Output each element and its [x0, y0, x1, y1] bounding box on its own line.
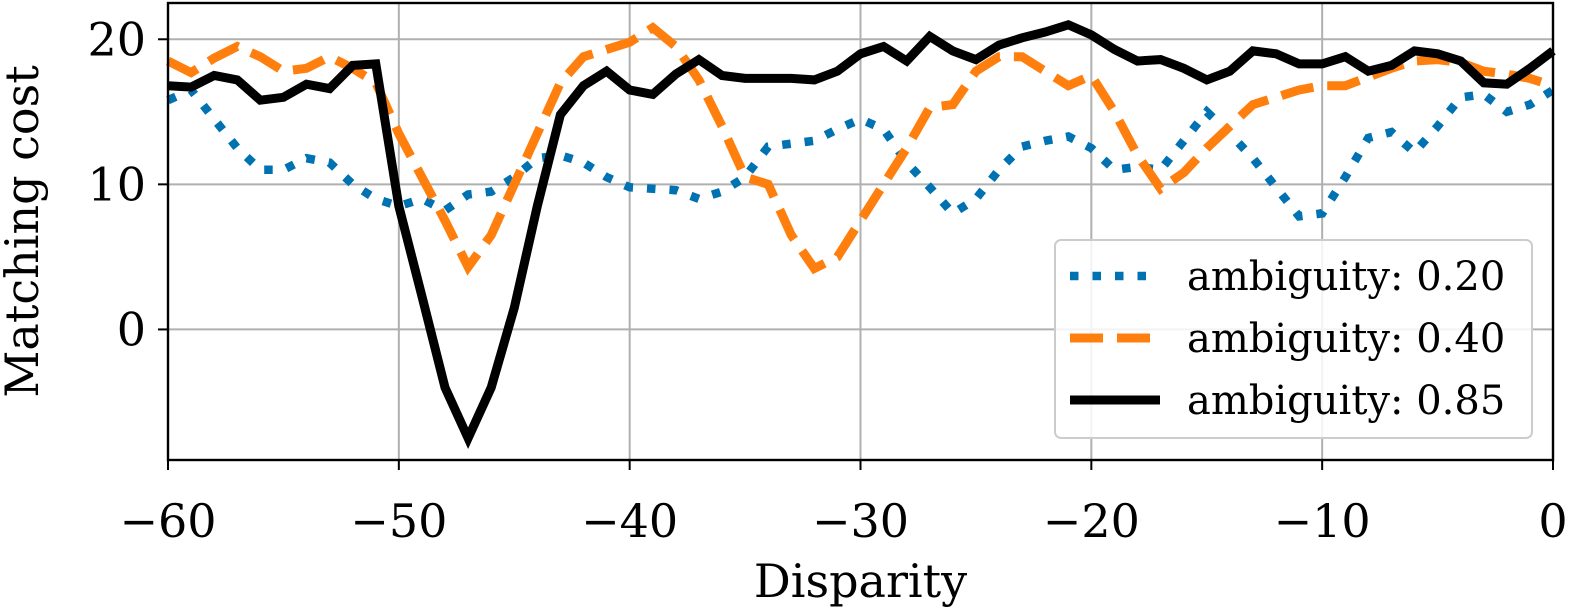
x-tick-label: −50: [350, 494, 447, 548]
x-tick-label: 0: [1538, 494, 1567, 548]
axis-ticks: −60 −50 −40 −30 −20 −10 0 0 10 20: [87, 12, 1567, 548]
legend-items: ambiguity: 0.20 ambiguity: 0.40 ambiguity:…: [1070, 254, 1505, 424]
x-tick-label: −40: [581, 494, 678, 548]
series-line-2: [165, 22, 1555, 276]
y-axis-label: Matching cost: [0, 65, 49, 398]
series-line-1: [166, 84, 1556, 221]
y-tick-label: 0: [117, 302, 146, 356]
series-line-3: [167, 20, 1556, 450]
y-tick-label: 10: [87, 157, 146, 211]
legend: ambiguity: 0.20 ambiguity: 0.40 ambiguity:…: [1054, 239, 1533, 439]
legend-label-2: ambiguity: 0.40: [1187, 316, 1505, 362]
x-tick-label: −30: [812, 494, 909, 548]
x-tick-label: −20: [1043, 494, 1140, 548]
x-tick-label: −60: [119, 494, 216, 548]
y-tick-label: 20: [87, 12, 146, 66]
legend-label-1: ambiguity: 0.20: [1187, 254, 1505, 300]
series-layer: [165, 20, 1556, 450]
x-tick-label: −10: [1274, 494, 1371, 548]
legend-label-3: ambiguity: 0.85: [1187, 378, 1505, 424]
legend-box: [1054, 239, 1533, 439]
x-axis-label: Disparity: [754, 554, 967, 608]
